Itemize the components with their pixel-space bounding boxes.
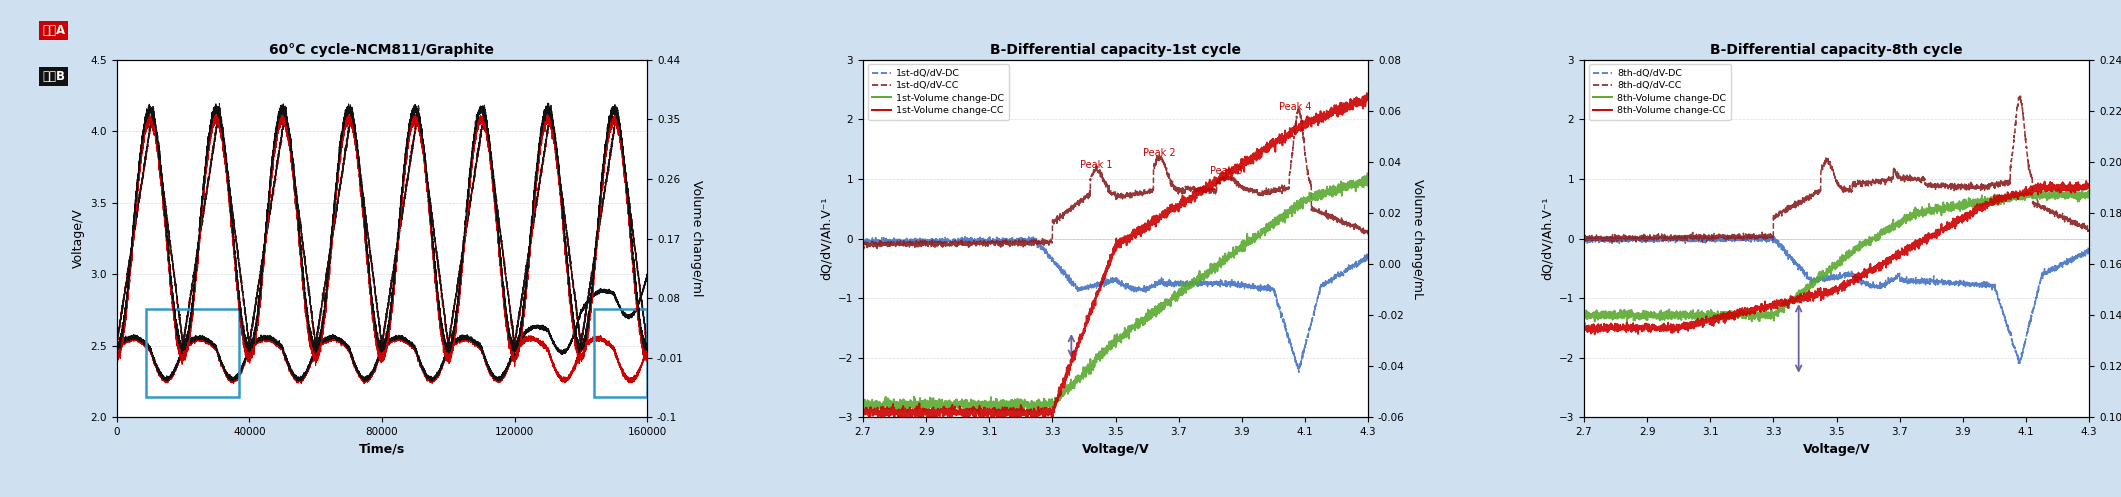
Text: Peak 4: Peak 4 xyxy=(1279,102,1311,112)
Text: Peak 1: Peak 1 xyxy=(1080,160,1114,170)
Title: 60°C cycle-NCM811/Graphite: 60°C cycle-NCM811/Graphite xyxy=(269,43,494,57)
Legend: 1st-dQ/dV-DC, 1st-dQ/dV-CC, 1st-Volume change-DC, 1st-Volume change-CC: 1st-dQ/dV-DC, 1st-dQ/dV-CC, 1st-Volume c… xyxy=(867,65,1010,120)
Y-axis label: Volume change/ml: Volume change/ml xyxy=(689,180,702,297)
Bar xyxy=(594,309,647,398)
Title: B-Differential capacity-8th cycle: B-Differential capacity-8th cycle xyxy=(1710,43,1962,57)
Bar xyxy=(146,309,240,398)
Y-axis label: dQ/dV/Ah.V⁻¹: dQ/dV/Ah.V⁻¹ xyxy=(819,197,831,280)
Text: 电芯B: 电芯B xyxy=(42,71,66,83)
X-axis label: Voltage/V: Voltage/V xyxy=(1082,443,1150,456)
Y-axis label: dQ/dV/Ah.V⁻¹: dQ/dV/Ah.V⁻¹ xyxy=(1540,197,1553,280)
Y-axis label: Voltage/V: Voltage/V xyxy=(72,209,85,268)
Title: B-Differential capacity-1st cycle: B-Differential capacity-1st cycle xyxy=(991,43,1241,57)
Y-axis label: Volume change/mL: Volume change/mL xyxy=(1410,178,1423,299)
Text: 电芯A: 电芯A xyxy=(42,24,66,37)
X-axis label: Time/s: Time/s xyxy=(358,443,405,456)
Legend: 8th-dQ/dV-DC, 8th-dQ/dV-CC, 8th-Volume change-DC, 8th-Volume change-CC: 8th-dQ/dV-DC, 8th-dQ/dV-CC, 8th-Volume c… xyxy=(1589,65,1731,120)
Text: Peak 2: Peak 2 xyxy=(1143,148,1175,158)
Text: Peak 3: Peak 3 xyxy=(1209,166,1243,176)
X-axis label: Voltage/V: Voltage/V xyxy=(1803,443,1871,456)
